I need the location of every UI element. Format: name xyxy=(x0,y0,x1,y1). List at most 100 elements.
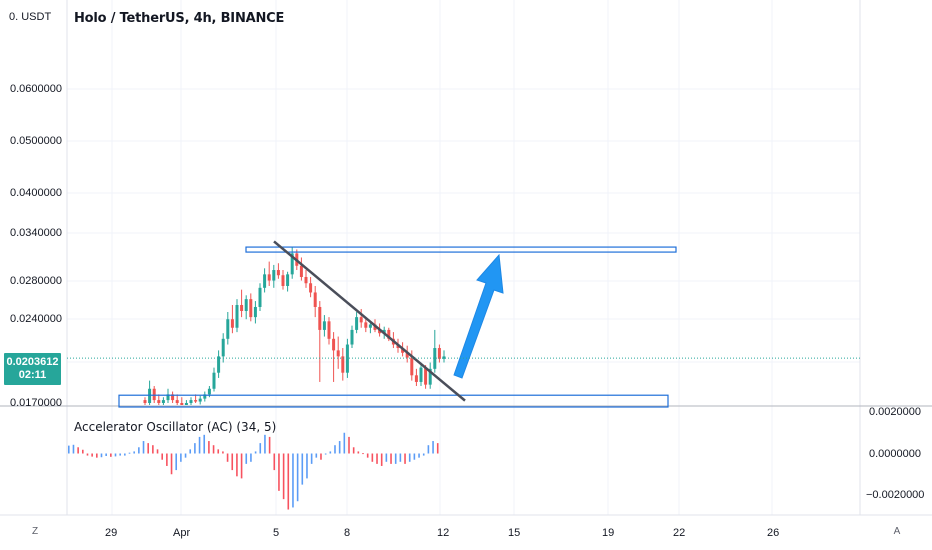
oscillator-bar xyxy=(114,453,117,457)
candle-body xyxy=(433,348,437,369)
candle-body xyxy=(244,299,248,311)
candle-body xyxy=(401,348,405,353)
oscillator-bar xyxy=(287,453,290,510)
candle-body xyxy=(309,283,313,293)
oscillator-bar xyxy=(133,451,135,454)
auto-scale-button[interactable]: A xyxy=(893,526,901,537)
oscillator-bar xyxy=(348,436,350,454)
oscillator-bar xyxy=(338,441,341,454)
oscillator-bar xyxy=(170,453,173,475)
oscillator-bar xyxy=(142,441,145,454)
candle-body xyxy=(405,352,409,358)
oscillator-bar xyxy=(72,444,75,454)
candle-body xyxy=(414,375,418,382)
candle-body xyxy=(359,317,363,323)
oscillator-bar xyxy=(357,451,360,454)
oscillator-bar xyxy=(86,453,89,456)
candle-countdown: 02:11 xyxy=(18,369,47,381)
candle-body xyxy=(299,265,303,277)
candle-body xyxy=(382,329,386,334)
oscillator-bar xyxy=(96,453,98,458)
candle-body xyxy=(424,367,428,385)
price-tick: 0.0340000 xyxy=(10,227,62,239)
oscillator-bar xyxy=(394,453,397,464)
oscillator-bar xyxy=(324,453,327,455)
oscillator-bar xyxy=(161,453,163,460)
candle-body xyxy=(378,329,382,334)
candle-body xyxy=(345,344,349,373)
oscillator-bar xyxy=(124,453,126,456)
descending-trendline xyxy=(273,240,466,402)
oscillator-bar xyxy=(436,443,439,454)
current-price-label: 0.0203612 02:11 xyxy=(4,353,61,385)
candle-body xyxy=(304,276,308,284)
oscillator-bar xyxy=(82,449,84,454)
oscillator-bar xyxy=(166,453,168,466)
candle-body xyxy=(253,306,257,318)
candle-body xyxy=(318,306,322,330)
candle-body xyxy=(175,400,179,403)
oscillator-bar xyxy=(264,434,266,454)
candle-body xyxy=(327,321,331,339)
oscillator-bar xyxy=(422,453,425,456)
current-price-value: 0.0203612 xyxy=(6,356,59,368)
oscillator-bar xyxy=(236,453,238,477)
oscillator-bar xyxy=(390,453,392,464)
oscillator-bar xyxy=(240,453,243,479)
price-tick: 0.0170000 xyxy=(10,397,62,409)
candle-body xyxy=(276,270,280,276)
candle-body xyxy=(267,274,271,281)
time-tick: 22 xyxy=(673,527,686,539)
time-tick: 19 xyxy=(602,527,615,539)
oscillator-bar xyxy=(282,453,285,500)
oscillator-bar xyxy=(91,453,93,457)
oscillator-bar xyxy=(292,453,294,508)
oscillator-bar xyxy=(100,453,103,458)
oscillator-bar xyxy=(320,453,322,460)
price-tick: 0.0400000 xyxy=(10,187,62,199)
candle-body xyxy=(258,287,262,307)
oscillator-bar xyxy=(77,447,79,454)
candle-body xyxy=(290,253,294,275)
price-tick: 0.0500000 xyxy=(10,135,62,147)
oscillator-bar xyxy=(105,453,107,456)
oscillator-bar xyxy=(110,453,112,457)
candle-body xyxy=(437,348,441,359)
oscillator-bar xyxy=(212,445,215,454)
candle-body xyxy=(350,329,354,345)
oscillator-bar xyxy=(273,453,276,471)
oscillator-bar xyxy=(408,453,411,462)
price-unit-button[interactable]: 0. USDT xyxy=(9,11,52,23)
candle-body xyxy=(166,394,170,401)
oscillator-bar xyxy=(119,453,121,456)
oscillator-bar xyxy=(259,443,262,454)
candle-body xyxy=(226,319,230,339)
oscillator-bar xyxy=(222,451,224,454)
oscillator-bar xyxy=(306,453,308,479)
oscillator-bar xyxy=(413,453,416,460)
oscillator-bar xyxy=(376,453,378,464)
price-tick: 0.0600000 xyxy=(10,83,62,95)
candle-body xyxy=(194,400,198,402)
oscillator-bar xyxy=(231,453,234,471)
oscillator-bar xyxy=(334,445,336,454)
log-scale-button[interactable]: Z xyxy=(31,526,39,537)
candle-body xyxy=(217,356,221,373)
candle-body xyxy=(198,398,202,402)
candle-body xyxy=(148,388,152,403)
candle-body xyxy=(221,338,225,357)
oscillator-bar xyxy=(156,449,159,454)
breakout-arrow xyxy=(453,253,504,379)
price-tick: 0.0280000 xyxy=(10,275,62,287)
candle-body xyxy=(240,304,244,311)
candle-body xyxy=(203,394,207,399)
candle-body xyxy=(313,292,317,307)
oscillator-bar xyxy=(198,436,201,454)
candle-body xyxy=(263,274,267,288)
time-tick: 12 xyxy=(437,527,450,539)
symbol-title: Holo / TetherUS, 4h, BINANCE xyxy=(74,11,285,26)
candle-body xyxy=(189,400,193,403)
oscillator-bar xyxy=(128,452,131,454)
oscillator-bar xyxy=(343,432,346,454)
